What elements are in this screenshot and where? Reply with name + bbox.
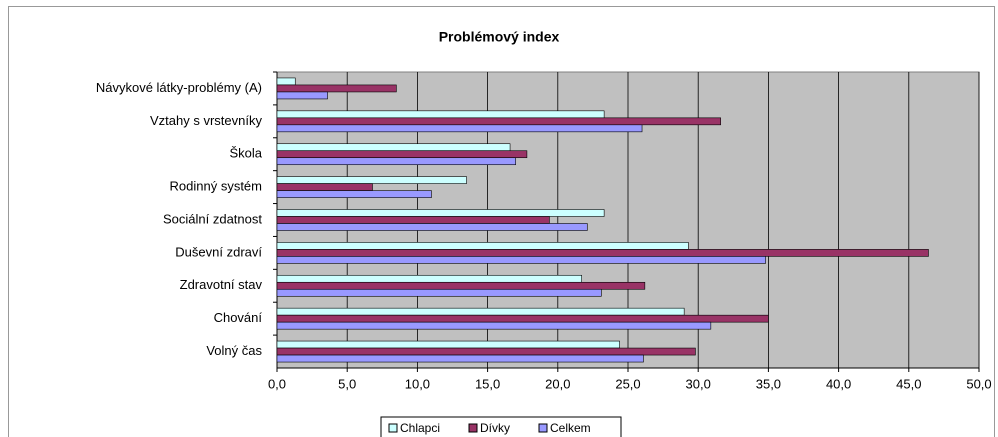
bar: [276, 249, 929, 257]
bar: [276, 84, 397, 93]
bar: [276, 110, 605, 119]
x-tick-label: 45,0: [896, 376, 921, 391]
y-tick-label: Vztahy s vrstevníky: [150, 113, 262, 128]
x-tick-label: 5,0: [338, 376, 356, 391]
bar: [276, 340, 620, 349]
bar: [276, 242, 689, 250]
bar: [276, 150, 528, 159]
bar: [276, 91, 328, 100]
bar: [276, 124, 643, 133]
bar: [276, 117, 721, 126]
bar: [276, 190, 432, 198]
bar: [276, 157, 516, 166]
y-tick-label: Návykové látky-problémy (A): [96, 80, 262, 95]
x-tick-label: 25,0: [615, 376, 640, 391]
y-tick-label: Sociální zdatnost: [163, 211, 262, 226]
y-tick-label: Volný čas: [206, 343, 262, 358]
y-tick-label: Zdravotní stav: [180, 277, 263, 292]
legend-swatch: [468, 423, 478, 433]
legend: Chlapci Dívky Celkem: [380, 416, 622, 437]
x-tick-label: 30,0: [686, 376, 711, 391]
x-tick-label: 50,0: [966, 376, 991, 391]
bar: [276, 288, 602, 297]
x-tick-label: 20,0: [545, 376, 570, 391]
x-tick-label: 0,0: [268, 376, 286, 391]
legend-swatch: [388, 423, 398, 433]
legend-label: Celkem: [550, 421, 591, 435]
bar: [276, 314, 769, 323]
bar: [276, 223, 588, 231]
y-tick-label: Rodinný systém: [170, 179, 262, 194]
bar: [276, 321, 712, 330]
legend-swatch: [538, 423, 548, 433]
legend-label: Dívky: [480, 421, 510, 435]
chart-title: Problémový index: [439, 29, 560, 45]
bar: [276, 307, 685, 316]
bar: [276, 176, 467, 184]
x-tick-label: 15,0: [475, 376, 500, 391]
bar: [276, 256, 766, 264]
y-tick-label: Duševní zdraví: [175, 244, 262, 259]
bar: [276, 209, 605, 217]
x-tick-label: 35,0: [756, 376, 781, 391]
x-tick-label: 40,0: [826, 376, 851, 391]
x-tick-label: 10,0: [405, 376, 430, 391]
legend-box: [380, 416, 622, 437]
legend-label: Chlapci: [400, 421, 440, 435]
y-tick-label: Škola: [229, 146, 262, 161]
bar: [276, 77, 296, 86]
bar: [276, 354, 644, 363]
bar: [276, 183, 373, 191]
bar: [276, 216, 550, 224]
y-tick-label: Chování: [214, 310, 263, 325]
bar: [276, 347, 696, 356]
bar: [276, 274, 582, 283]
bar: [276, 281, 646, 290]
bar: [276, 143, 511, 152]
